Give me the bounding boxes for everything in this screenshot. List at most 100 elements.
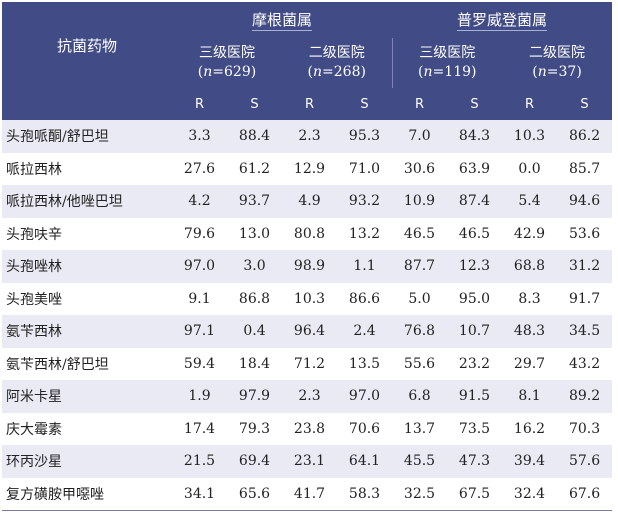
r-value-cell: 98.9 [282, 250, 337, 283]
header-row-rs: R S R S R S R S [2, 88, 613, 120]
s-header: S [227, 88, 282, 120]
n-symbol: n [537, 64, 547, 80]
table-row: 复方磺胺甲噁唑 34.1 65.6 41.7 58.3 32.5 67.5 32.4 67.6 [2, 477, 613, 511]
s-value-cell: 34.5 [557, 315, 613, 348]
s-value-cell: 65.6 [227, 477, 282, 511]
drug-name-cell: 头孢唑林 [2, 250, 172, 283]
r-value-cell: 96.4 [282, 315, 337, 348]
table-row: 头孢哌酮/舒巴坦 3.3 88.4 2.3 95.3 7.0 84.3 10.3 86.2 [2, 120, 613, 153]
r-header: R [172, 88, 227, 120]
r-value-cell: 80.8 [282, 217, 337, 250]
s-value-cell: 13.2 [337, 217, 393, 250]
r-value-cell: 79.6 [172, 217, 227, 250]
s-value-cell: 3.0 [227, 250, 282, 283]
r-value-cell: 8.3 [502, 282, 558, 315]
drug-name-cell: 头孢美唑 [2, 282, 172, 315]
level-header: 二级医院 (n=268) [282, 38, 393, 88]
s-value-cell: 69.4 [227, 445, 282, 478]
r-value-cell: 23.1 [282, 445, 337, 478]
s-value-cell: 47.3 [447, 445, 503, 478]
r-value-cell: 87.7 [392, 250, 448, 283]
s-value-cell: 70.3 [557, 412, 613, 445]
r-value-cell: 8.1 [502, 380, 558, 413]
table-row: 头孢美唑 9.1 86.8 10.3 86.6 5.0 95.0 8.3 91.7 [2, 282, 613, 315]
drug-name-cell: 阿米卡星 [2, 380, 172, 413]
s-value-cell: 79.3 [227, 412, 282, 445]
level-header: 三级医院 (n=119) [391, 38, 503, 88]
r-header: R [282, 88, 337, 120]
r-value-cell: 17.4 [172, 412, 227, 445]
table-row: 氨苄西林/舒巴坦 59.4 18.4 71.2 13.5 55.6 23.2 29.7 43.2 [2, 347, 613, 380]
s-value-cell: 67.6 [557, 477, 613, 511]
r-value-cell: 97.0 [172, 250, 227, 283]
level-header: 二级医院 (n=37) [502, 38, 613, 88]
group-header-providencia: 普罗威登菌属 [392, 2, 613, 38]
level-n: (n=629) [197, 64, 257, 80]
r-value-cell: 23.8 [282, 412, 337, 445]
s-value-cell: 73.5 [447, 412, 503, 445]
header-row-groups: 抗菌药物 摩根菌属 普罗威登菌属 [2, 2, 613, 88]
r-value-cell: 5.0 [392, 282, 448, 315]
s-value-cell: 43.2 [557, 347, 613, 380]
r-value-cell: 29.7 [502, 347, 558, 380]
table-row: 氨苄西林 97.1 0.4 96.4 2.4 76.8 10.7 48.3 34.5 [2, 315, 613, 348]
s-value-cell: 93.2 [337, 185, 393, 218]
s-value-cell: 97.9 [227, 380, 282, 413]
s-value-cell: 71.0 [337, 152, 393, 185]
r-value-cell: 71.2 [282, 347, 337, 380]
r-value-cell: 4.9 [282, 185, 337, 218]
s-value-cell: 23.2 [447, 347, 503, 380]
drug-column-header: 抗菌药物 [2, 2, 172, 88]
s-value-cell: 61.2 [227, 152, 282, 185]
drug-name-cell: 哌拉西林 [2, 152, 172, 185]
level-label: 三级医院 [419, 45, 476, 61]
s-value-cell: 86.2 [557, 120, 613, 153]
r-value-cell: 42.9 [502, 217, 558, 250]
drug-name-cell: 头孢呋辛 [2, 217, 172, 250]
s-value-cell: 63.9 [447, 152, 503, 185]
s-value-cell: 13.5 [337, 347, 393, 380]
r-value-cell: 55.6 [392, 347, 448, 380]
drug-name-cell: 环丙沙星 [2, 445, 172, 478]
s-value-cell: 84.3 [447, 120, 503, 153]
s-value-cell: 57.6 [557, 445, 613, 478]
r-value-cell: 32.4 [502, 477, 558, 511]
r-value-cell: 10.3 [502, 120, 558, 153]
s-value-cell: 2.4 [337, 315, 393, 348]
table-row: 阿米卡星 1.9 97.9 2.3 97.0 6.8 91.5 8.1 89.2 [2, 380, 613, 413]
r-value-cell: 6.8 [392, 380, 448, 413]
drug-name-cell: 哌拉西林/他唑巴坦 [2, 185, 172, 218]
table-row: 哌拉西林/他唑巴坦 4.2 93.7 4.9 93.2 10.9 87.4 5.4 94.6 [2, 185, 613, 218]
r-value-cell: 7.0 [392, 120, 448, 153]
n-symbol: n [423, 64, 433, 80]
r-value-cell: 30.6 [392, 152, 448, 185]
level-label: 二级医院 [308, 45, 365, 61]
group-name: 普罗威登菌属 [457, 11, 548, 31]
resistance-table: 抗菌药物 摩根菌属 普罗威登菌属 三级医院 (n=629) 二级医院 (n=26… [2, 2, 613, 511]
level-n: (n=268) [307, 64, 366, 80]
s-value-cell: 89.2 [557, 380, 613, 413]
s-value-cell: 70.6 [337, 412, 393, 445]
r-value-cell: 10.9 [392, 185, 448, 218]
s-value-cell: 1.1 [337, 250, 393, 283]
s-value-cell: 95.3 [337, 120, 393, 153]
r-value-cell: 34.1 [172, 477, 227, 511]
level-header: 三级医院 (n=629) [172, 38, 282, 88]
table-header: 抗菌药物 摩根菌属 普罗威登菌属 三级医院 (n=629) 二级医院 (n=26… [2, 2, 613, 120]
s-value-cell: 85.7 [557, 152, 613, 185]
drug-name-cell: 头孢哌酮/舒巴坦 [2, 120, 172, 153]
drug-name-cell: 复方磺胺甲噁唑 [2, 477, 172, 511]
r-value-cell: 97.1 [172, 315, 227, 348]
s-value-cell: 93.7 [227, 185, 282, 218]
r-value-cell: 1.9 [172, 380, 227, 413]
r-value-cell: 32.5 [392, 477, 448, 511]
r-value-cell: 27.6 [172, 152, 227, 185]
r-value-cell: 46.5 [392, 217, 448, 250]
s-value-cell: 64.1 [337, 445, 393, 478]
drug-name-cell: 氨苄西林/舒巴坦 [2, 347, 172, 380]
s-value-cell: 13.0 [227, 217, 282, 250]
s-value-cell: 91.5 [447, 380, 503, 413]
level-n: (n=119) [418, 64, 477, 80]
group-header-morganella: 摩根菌属 [172, 2, 393, 38]
s-value-cell: 67.5 [447, 477, 503, 511]
